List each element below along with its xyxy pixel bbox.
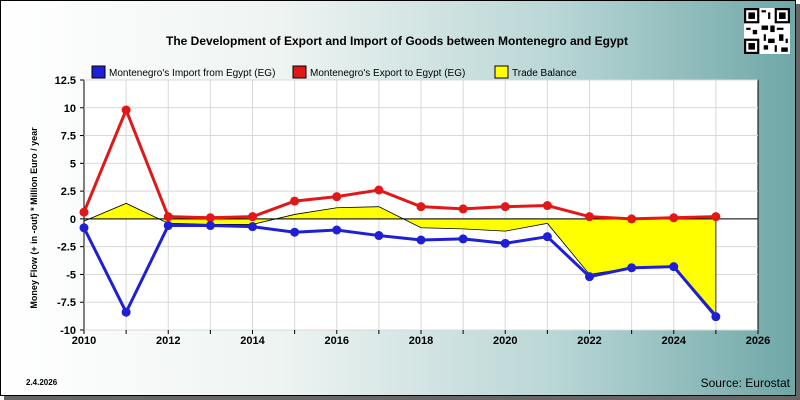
series-points — [79, 105, 721, 322]
y-tick-label: -7.5 — [57, 297, 76, 309]
x-tick-label: 2022 — [577, 335, 601, 347]
import-data-point — [374, 231, 384, 241]
y-tick-label: -10 — [60, 325, 76, 337]
chart-legend: Montenegro's Import from Egypt (EG) Monte… — [91, 65, 577, 79]
export-data-point — [627, 214, 637, 224]
export-data-point — [121, 105, 131, 115]
export-data-point — [332, 192, 342, 202]
export-data-point — [290, 196, 300, 206]
x-tick-label: 2024 — [662, 335, 687, 347]
export-data-point — [458, 204, 468, 214]
import-data-point — [248, 222, 257, 232]
export-data-point — [374, 185, 384, 195]
legend-swatch — [292, 65, 307, 79]
y-tick-label: 2.5 — [61, 186, 76, 198]
source-label: Source: Eurostat — [700, 376, 790, 390]
legend-label: Trade Balance — [512, 68, 577, 79]
y-tick-label: 10 — [64, 103, 76, 115]
export-data-point — [416, 202, 426, 212]
import-data-point — [332, 225, 342, 235]
chart-title: The Development of Export and Import of … — [165, 34, 629, 48]
y-axis-label: Money Flow (+ in -out) * Million Euro / … — [29, 127, 39, 309]
export-data-point — [585, 212, 594, 222]
import-data-point — [500, 238, 510, 248]
frame-shadow-bottom — [4, 396, 800, 400]
import-data-point — [627, 263, 637, 273]
import-data-point — [290, 227, 300, 237]
legend-label: Montenegro's Import from Egypt (EG) — [109, 68, 275, 79]
export-data-point — [205, 213, 215, 223]
import-data-point — [205, 221, 215, 231]
y-tick-label: 0 — [70, 214, 76, 226]
x-axis: 2010 2012 2014 2016 2018 2020 2022 2024 2026 — [72, 330, 770, 347]
import-data-point — [669, 262, 679, 272]
x-tick-label: 2016 — [325, 335, 349, 347]
date-stamp: 2.4.2026 — [26, 378, 58, 387]
series-lines — [82, 105, 718, 318]
y-tick-label: 12.5 — [55, 75, 76, 87]
export-data-point — [669, 213, 679, 223]
y-axis: 12.5 10 7.5 5 2.5 0 -2.5 -5 -7.5 -10 — [55, 75, 84, 337]
y-tick-label: 7.5 — [61, 131, 76, 143]
import-data-point — [458, 234, 468, 244]
import-data-point — [163, 221, 173, 231]
import-data-point — [416, 235, 426, 245]
legend-label: Montenegro's Export to Egypt (EG) — [310, 68, 465, 79]
x-tick-label: 2020 — [493, 335, 517, 347]
import-series-line — [82, 224, 718, 318]
frame-shadow-right — [796, 4, 800, 400]
export-data-point — [542, 201, 552, 211]
x-tick-label: 2018 — [409, 335, 433, 347]
y-tick-label: 5 — [70, 158, 76, 170]
export-data-point — [500, 202, 510, 212]
import-data-point — [711, 312, 721, 322]
legend-swatch — [494, 65, 509, 79]
legend-swatch — [91, 65, 106, 79]
export-data-point — [248, 212, 257, 222]
y-tick-label: -5 — [66, 269, 76, 281]
export-data-point — [163, 212, 173, 222]
x-tick-label: 2014 — [240, 335, 265, 347]
export-data-point — [79, 207, 89, 217]
import-data-point — [121, 307, 131, 317]
import-data-point — [79, 223, 89, 233]
y-tick-label: -2.5 — [57, 242, 76, 254]
qr-code-image — [744, 8, 790, 54]
import-data-point — [585, 272, 594, 282]
export-data-point — [711, 212, 721, 222]
x-tick-label: 2010 — [72, 335, 96, 347]
x-tick-label: 2012 — [156, 335, 180, 347]
import-data-point — [542, 232, 552, 242]
x-tick-label: 2026 — [746, 335, 770, 347]
export-series-line — [82, 105, 716, 221]
